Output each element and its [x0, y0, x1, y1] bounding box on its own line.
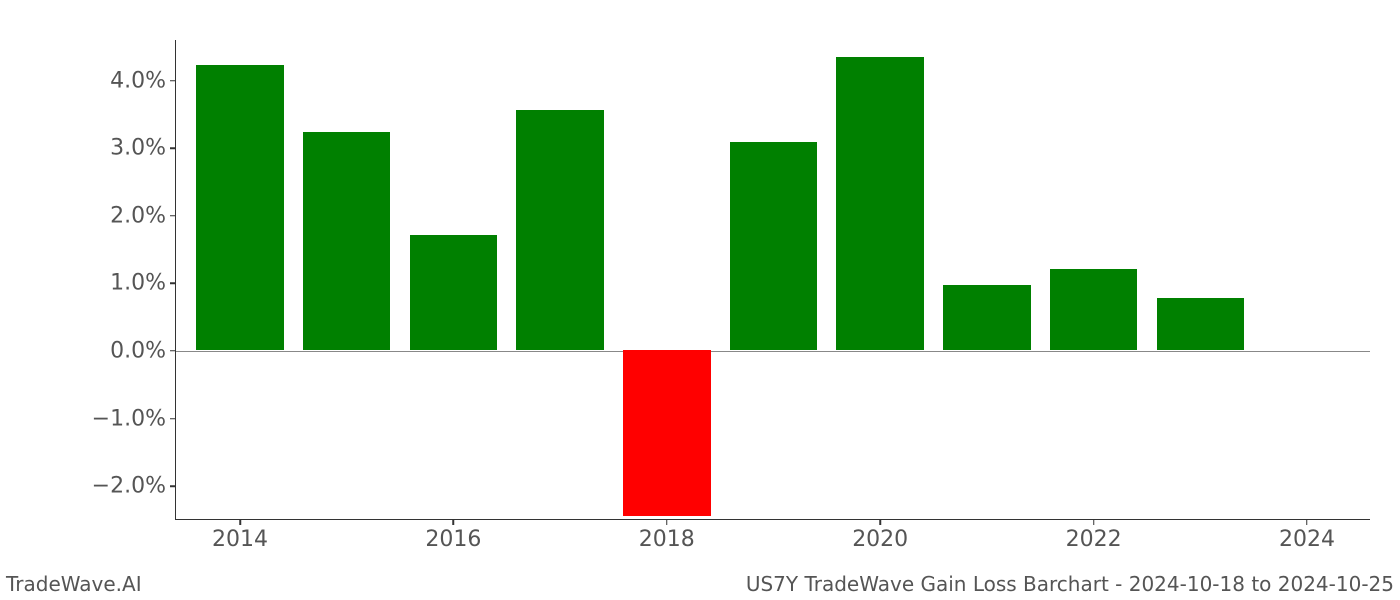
bar-2015: [303, 132, 390, 350]
bar-2021: [943, 285, 1030, 350]
x-tick-label: 2020: [852, 519, 908, 552]
bar-2020: [836, 57, 923, 350]
y-tick-label: −1.0%: [92, 406, 176, 431]
y-tick-label: 0.0%: [110, 338, 176, 363]
x-tick-label: 2016: [425, 519, 481, 552]
y-tick-label: 1.0%: [110, 271, 176, 296]
footer-right-text: US7Y TradeWave Gain Loss Barchart - 2024…: [746, 572, 1394, 596]
y-tick-label: 3.0%: [110, 136, 176, 161]
bar-2019: [730, 142, 817, 350]
chart-container: −2.0% −1.0% 0.0% 1.0% 2.0% 3.0% 4.0% 2014 2016 20…: [0, 0, 1400, 600]
bar-2018: [623, 350, 710, 516]
bar-2023: [1157, 298, 1244, 350]
footer-left-text: TradeWave.AI: [6, 572, 142, 596]
x-tick-label: 2014: [212, 519, 268, 552]
bar-2022: [1050, 269, 1137, 350]
plot-area: −2.0%−1.0%0.0%1.0%2.0%3.0%4.0%2014201620…: [175, 40, 1370, 520]
y-tick-label: 2.0%: [110, 203, 176, 228]
x-tick-label: 2018: [639, 519, 695, 552]
y-tick-label: 4.0%: [110, 68, 176, 93]
x-tick-label: 2022: [1066, 519, 1122, 552]
bar-2014: [196, 65, 283, 350]
zero-line: [176, 351, 1370, 352]
bar-2016: [410, 235, 497, 350]
bar-2017: [516, 110, 603, 350]
y-tick-label: −2.0%: [92, 474, 176, 499]
x-tick-label: 2024: [1279, 519, 1335, 552]
